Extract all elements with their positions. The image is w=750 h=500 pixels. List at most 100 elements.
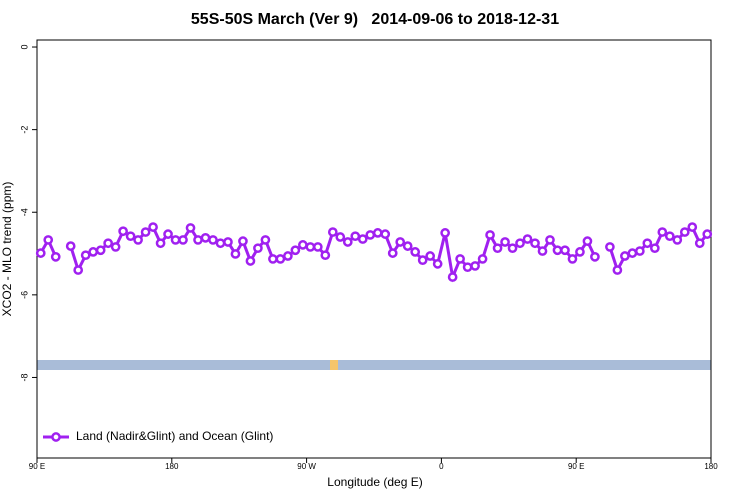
data-point [642, 238, 653, 249]
data-point [73, 265, 84, 275]
data-point [283, 251, 293, 261]
data-point [515, 238, 525, 249]
data-point [380, 229, 391, 239]
y-tick-label: -6 [19, 291, 29, 299]
data-point [567, 254, 578, 264]
x-tick-label: 180 [704, 462, 718, 471]
data-point [110, 242, 121, 252]
data-point [635, 246, 645, 256]
data-point [620, 251, 630, 261]
data-point [163, 229, 173, 239]
data-point [193, 235, 203, 245]
data-point [455, 254, 465, 264]
data-point [155, 238, 166, 249]
data-point [305, 242, 316, 252]
data-point [35, 248, 46, 258]
legend-label: Land (Nadir&Glint) and Ocean (Glint) [76, 429, 273, 443]
data-point [103, 238, 113, 249]
y-tick-label: -4 [19, 208, 29, 216]
data-point [664, 231, 675, 242]
data-point [402, 241, 413, 251]
data-point [657, 227, 668, 237]
data-point [477, 254, 488, 264]
data-point [395, 237, 406, 247]
data-point [208, 235, 218, 245]
data-point [530, 238, 540, 249]
data-point [200, 232, 211, 243]
y-tick-label: -2 [19, 126, 29, 134]
data-point [223, 237, 233, 247]
data-point [50, 251, 61, 262]
data-point [372, 228, 383, 238]
data-point [605, 242, 615, 252]
land-patch [330, 360, 338, 370]
data-point [65, 241, 76, 251]
data-point [312, 242, 323, 252]
data-point [335, 232, 346, 242]
data-point [462, 262, 473, 273]
data-point [649, 243, 660, 254]
data-point [702, 229, 713, 239]
data-point [432, 259, 443, 269]
data-point [260, 235, 271, 245]
data-point [500, 237, 510, 247]
data-point [507, 243, 518, 254]
x-tick-label: 0 [439, 462, 444, 471]
data-point [320, 250, 331, 261]
data-point [230, 249, 241, 259]
data-point [327, 227, 338, 237]
data-point [253, 243, 263, 254]
x-tick-label: 180 [165, 462, 179, 471]
data-point [447, 272, 458, 282]
data-point [80, 250, 91, 261]
data-point [350, 231, 361, 242]
data-point [275, 254, 286, 264]
data-point [118, 226, 128, 237]
y-tick-label: -8 [19, 373, 29, 381]
data-point [582, 236, 593, 247]
data-point [140, 227, 151, 237]
y-tick-label: 0 [19, 45, 29, 50]
data-point [694, 238, 705, 249]
data-point [575, 247, 585, 257]
data-point [440, 228, 450, 238]
data-point [627, 248, 638, 258]
data-point [537, 246, 548, 256]
data-point [545, 235, 555, 245]
plot-frame [36, 39, 712, 459]
data-point [290, 245, 301, 256]
data-point [672, 235, 683, 245]
data-point [552, 245, 563, 256]
data-point [125, 231, 136, 242]
data-point [417, 255, 428, 266]
data-point [560, 245, 570, 256]
data-point [522, 234, 533, 244]
x-tick-label: 90 W [297, 462, 316, 471]
data-point [245, 256, 256, 266]
data-point [238, 236, 248, 247]
data-point [612, 265, 623, 275]
legend-marker [51, 432, 61, 442]
data-point [470, 261, 480, 271]
x-axis-label: Longitude (deg E) [327, 475, 422, 489]
data-point [590, 251, 600, 262]
data-point [185, 223, 196, 233]
data-point [387, 248, 398, 258]
data-point [95, 245, 106, 256]
data-point [357, 234, 368, 244]
data-point [268, 254, 278, 264]
data-point [485, 230, 495, 240]
data-point [687, 222, 698, 232]
data-point [133, 235, 143, 245]
data-point [342, 237, 353, 247]
chart-title: 55S-50S March (Ver 9) 2014-09-06 to 2018… [191, 11, 559, 28]
data-point [148, 222, 158, 232]
land-ocean-strip [37, 360, 711, 370]
data-point [170, 235, 181, 245]
data-point [215, 238, 226, 249]
data-point [88, 247, 99, 257]
x-tick-label: 90 E [29, 462, 45, 471]
data-point [492, 243, 503, 254]
data-point [365, 230, 376, 240]
